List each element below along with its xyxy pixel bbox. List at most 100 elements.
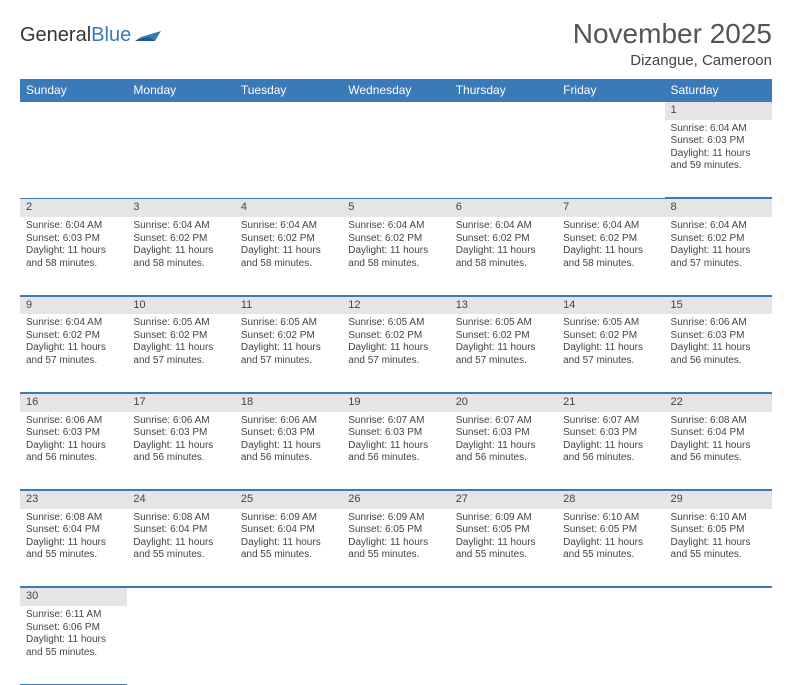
day-cell — [235, 606, 342, 684]
sunset-text: Sunset: 6:03 PM — [671, 135, 766, 148]
day-cell-body: Sunrise: 6:04 AMSunset: 6:03 PMDaylight:… — [20, 217, 127, 274]
day-cell: Sunrise: 6:04 AMSunset: 6:02 PMDaylight:… — [450, 217, 557, 295]
content-row: Sunrise: 6:04 AMSunset: 6:03 PMDaylight:… — [20, 120, 772, 198]
day-number: 14 — [557, 296, 664, 315]
day-number: 30 — [20, 587, 127, 606]
day-cell-body — [342, 120, 449, 127]
daynum-cell: 5 — [342, 198, 449, 217]
day-cell — [342, 606, 449, 684]
daynum-cell: 18 — [235, 392, 342, 411]
weekday-header-row: SundayMondayTuesdayWednesdayThursdayFrid… — [20, 79, 772, 101]
daynum-cell: 23 — [20, 490, 127, 509]
daynum-cell: 26 — [342, 490, 449, 509]
day-cell — [557, 606, 664, 684]
day-cell-body: Sunrise: 6:10 AMSunset: 6:05 PMDaylight:… — [557, 509, 664, 566]
daynum-cell: 29 — [665, 490, 772, 509]
day-cell-body: Sunrise: 6:04 AMSunset: 6:02 PMDaylight:… — [557, 217, 664, 274]
daylight-text: Daylight: 11 hours and 55 minutes. — [348, 537, 443, 562]
day-cell-body: Sunrise: 6:04 AMSunset: 6:02 PMDaylight:… — [20, 314, 127, 371]
daylight-text: Daylight: 11 hours and 56 minutes. — [241, 440, 336, 465]
content-row: Sunrise: 6:06 AMSunset: 6:03 PMDaylight:… — [20, 412, 772, 490]
day-cell: Sunrise: 6:10 AMSunset: 6:05 PMDaylight:… — [557, 509, 664, 587]
day-cell — [450, 606, 557, 684]
day-number: 24 — [127, 490, 234, 509]
day-cell: Sunrise: 6:08 AMSunset: 6:04 PMDaylight:… — [20, 509, 127, 587]
daynum-cell: 15 — [665, 295, 772, 314]
day-cell-body: Sunrise: 6:04 AMSunset: 6:03 PMDaylight:… — [665, 120, 772, 177]
day-cell: Sunrise: 6:04 AMSunset: 6:03 PMDaylight:… — [20, 217, 127, 295]
day-cell-body: Sunrise: 6:04 AMSunset: 6:02 PMDaylight:… — [235, 217, 342, 274]
day-cell — [665, 606, 772, 684]
sunset-text: Sunset: 6:03 PM — [671, 330, 766, 343]
day-cell: Sunrise: 6:04 AMSunset: 6:02 PMDaylight:… — [342, 217, 449, 295]
daynum-row: 16171819202122 — [20, 392, 772, 411]
sunset-text: Sunset: 6:02 PM — [671, 233, 766, 246]
day-cell-body: Sunrise: 6:04 AMSunset: 6:02 PMDaylight:… — [450, 217, 557, 274]
daylight-text: Daylight: 11 hours and 56 minutes. — [671, 440, 766, 465]
daynum-cell — [235, 587, 342, 606]
day-cell — [20, 120, 127, 198]
sunset-text: Sunset: 6:02 PM — [348, 233, 443, 246]
sunrise-text: Sunrise: 6:04 AM — [348, 220, 443, 233]
day-cell-body: Sunrise: 6:08 AMSunset: 6:04 PMDaylight:… — [665, 412, 772, 469]
daynum-cell: 9 — [20, 295, 127, 314]
day-cell-body: Sunrise: 6:05 AMSunset: 6:02 PMDaylight:… — [450, 314, 557, 371]
daylight-text: Daylight: 11 hours and 58 minutes. — [563, 245, 658, 270]
daylight-text: Daylight: 11 hours and 57 minutes. — [671, 245, 766, 270]
weekday-header: Tuesday — [235, 79, 342, 101]
day-cell-body: Sunrise: 6:04 AMSunset: 6:02 PMDaylight:… — [127, 217, 234, 274]
sunset-text: Sunset: 6:02 PM — [348, 330, 443, 343]
day-cell: Sunrise: 6:09 AMSunset: 6:05 PMDaylight:… — [342, 509, 449, 587]
sunset-text: Sunset: 6:02 PM — [241, 330, 336, 343]
sunset-text: Sunset: 6:02 PM — [563, 233, 658, 246]
sunset-text: Sunset: 6:03 PM — [456, 427, 551, 440]
daylight-text: Daylight: 11 hours and 57 minutes. — [26, 342, 121, 367]
day-cell-body: Sunrise: 6:08 AMSunset: 6:04 PMDaylight:… — [127, 509, 234, 566]
day-cell: Sunrise: 6:10 AMSunset: 6:05 PMDaylight:… — [665, 509, 772, 587]
daylight-text: Daylight: 11 hours and 55 minutes. — [456, 537, 551, 562]
day-cell-body: Sunrise: 6:10 AMSunset: 6:05 PMDaylight:… — [665, 509, 772, 566]
day-cell: Sunrise: 6:08 AMSunset: 6:04 PMDaylight:… — [665, 412, 772, 490]
sunset-text: Sunset: 6:02 PM — [133, 330, 228, 343]
sunrise-text: Sunrise: 6:04 AM — [26, 220, 121, 233]
sunrise-text: Sunrise: 6:11 AM — [26, 609, 121, 622]
daynum-row: 23242526272829 — [20, 490, 772, 509]
daynum-cell: 22 — [665, 392, 772, 411]
daylight-text: Daylight: 11 hours and 55 minutes. — [133, 537, 228, 562]
daynum-cell: 2 — [20, 198, 127, 217]
day-cell: Sunrise: 6:07 AMSunset: 6:03 PMDaylight:… — [342, 412, 449, 490]
sunset-text: Sunset: 6:04 PM — [26, 524, 121, 537]
day-cell: Sunrise: 6:04 AMSunset: 6:02 PMDaylight:… — [235, 217, 342, 295]
daylight-text: Daylight: 11 hours and 56 minutes. — [348, 440, 443, 465]
sunrise-text: Sunrise: 6:06 AM — [133, 415, 228, 428]
sunset-text: Sunset: 6:03 PM — [26, 233, 121, 246]
sunset-text: Sunset: 6:02 PM — [26, 330, 121, 343]
day-cell — [450, 120, 557, 198]
day-cell-body: Sunrise: 6:06 AMSunset: 6:03 PMDaylight:… — [127, 412, 234, 469]
day-cell — [235, 120, 342, 198]
day-cell-body: Sunrise: 6:05 AMSunset: 6:02 PMDaylight:… — [342, 314, 449, 371]
sunset-text: Sunset: 6:03 PM — [26, 427, 121, 440]
day-number: 23 — [20, 490, 127, 509]
daynum-row: 1 — [20, 101, 772, 120]
sunrise-text: Sunrise: 6:10 AM — [671, 512, 766, 525]
daynum-cell: 24 — [127, 490, 234, 509]
sunset-text: Sunset: 6:05 PM — [456, 524, 551, 537]
daynum-cell: 20 — [450, 392, 557, 411]
day-number: 7 — [557, 198, 664, 217]
day-number: 11 — [235, 296, 342, 315]
daynum-cell: 17 — [127, 392, 234, 411]
sunset-text: Sunset: 6:04 PM — [133, 524, 228, 537]
day-number: 27 — [450, 490, 557, 509]
day-number: 8 — [665, 198, 772, 217]
sunrise-text: Sunrise: 6:06 AM — [241, 415, 336, 428]
daylight-text: Daylight: 11 hours and 58 minutes. — [348, 245, 443, 270]
day-number — [665, 587, 772, 606]
day-cell-body — [450, 120, 557, 127]
day-cell: Sunrise: 6:07 AMSunset: 6:03 PMDaylight:… — [557, 412, 664, 490]
day-number — [557, 587, 664, 606]
sunset-text: Sunset: 6:04 PM — [241, 524, 336, 537]
sunset-text: Sunset: 6:03 PM — [241, 427, 336, 440]
daylight-text: Daylight: 11 hours and 58 minutes. — [456, 245, 551, 270]
daynum-cell: 10 — [127, 295, 234, 314]
